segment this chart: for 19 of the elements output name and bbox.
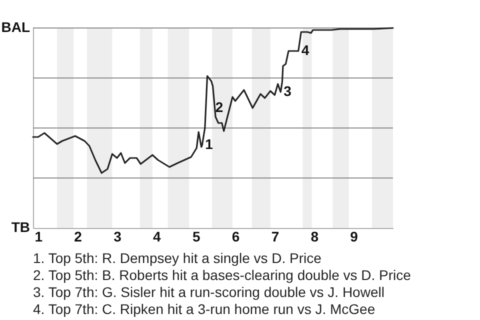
x-tick-label: 8 — [310, 228, 319, 244]
x-tick-label: 2 — [74, 228, 82, 244]
x-tick-label: 1 — [34, 228, 43, 244]
x-tick-label: 9 — [350, 228, 358, 244]
annotation: 3 — [284, 83, 292, 99]
x-tick-label: 4 — [153, 228, 162, 244]
text: 1. Top 5th: R. Dempsey hit a single vs D. Price — [33, 250, 322, 267]
annotation: 4 — [301, 42, 310, 58]
x-tick-label: 7 — [271, 228, 280, 244]
text: 3. Top 7th: G. Sisler hit a run-scoring double vs J. Howell — [33, 284, 386, 301]
text: 2. Top 5th: B. Roberts hit a bases-clearing double vs D. Price — [33, 267, 412, 284]
text: BAL — [1, 19, 30, 35]
annotation: 1 — [205, 136, 214, 152]
x-tick-label: 3 — [114, 228, 122, 244]
x-tick-label: 6 — [232, 228, 240, 244]
text: 4. Top 7th: C. Ripken hit a 3-run home run vs J. McGee — [33, 301, 376, 318]
annotation: 2 — [215, 99, 224, 115]
text: TB — [11, 219, 30, 235]
x-tick-label: 5 — [192, 228, 200, 244]
